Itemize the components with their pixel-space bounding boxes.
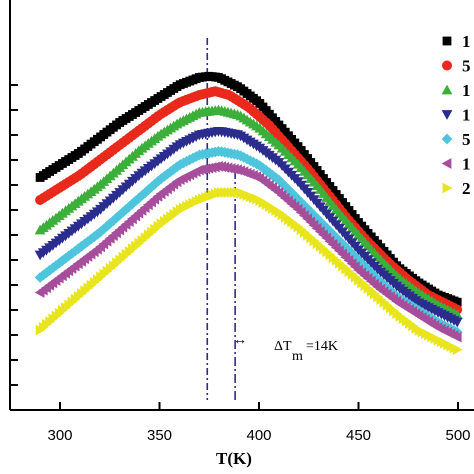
data-point [95, 226, 106, 238]
data-point [353, 254, 364, 266]
data-point [324, 225, 336, 237]
x-tick-label: 350 [147, 427, 172, 444]
data-point [92, 228, 103, 240]
data-point [451, 331, 462, 343]
data-point [139, 187, 151, 198]
data-series [34, 71, 463, 355]
annotation-label-main: ΔT [274, 339, 292, 354]
data-point [343, 245, 355, 256]
legend-marker [441, 84, 453, 95]
legend: 1 5 1 1 5 1 2 [441, 32, 471, 198]
data-point [34, 272, 46, 283]
data-point [101, 220, 113, 232]
data-point [127, 198, 138, 210]
data-point [451, 317, 463, 328]
data-point [314, 216, 326, 227]
reference-lines [206, 38, 236, 400]
data-point [130, 195, 142, 207]
series-2 [35, 86, 463, 315]
data-point [270, 172, 282, 183]
legend-marker [442, 182, 453, 194]
series-6 [34, 161, 462, 343]
legend-marker [441, 133, 453, 145]
data-point [452, 344, 463, 355]
x-tick-label: 500 [445, 427, 470, 444]
annotation-arrow: ↔ [233, 333, 247, 348]
legend-label: 5 [462, 130, 471, 149]
data-point [56, 255, 68, 267]
data-point [88, 231, 100, 243]
data-point [155, 173, 167, 185]
x-tick-label: 300 [47, 427, 72, 444]
annotation-label-rest: =14K [306, 339, 338, 354]
x-tick-labels: 300 350 400 450 500 [47, 427, 470, 444]
data-point [120, 204, 132, 215]
series-3 [34, 104, 463, 319]
data-point [114, 209, 126, 221]
data-point [279, 181, 291, 192]
series-4 [34, 127, 463, 328]
data-point [76, 240, 87, 252]
data-point [452, 297, 462, 307]
data-point [107, 215, 119, 226]
data-point [123, 201, 135, 212]
annotation-label-sub: m [292, 349, 303, 364]
legend-marker [441, 110, 453, 120]
legend-label: 5 [462, 57, 471, 76]
legend-label: 1 [462, 81, 471, 100]
series-7 [35, 187, 463, 355]
data-point [63, 250, 75, 262]
axis-ticks [10, 84, 459, 410]
data-point [260, 165, 272, 176]
data-point [333, 235, 345, 247]
legend-marker [442, 36, 452, 46]
data-point [142, 184, 154, 196]
data-point [85, 233, 97, 245]
data-point [289, 190, 301, 202]
data-point [146, 181, 157, 193]
legend-label: 1 [462, 32, 471, 51]
data-point [50, 260, 62, 271]
data-point [69, 245, 81, 257]
x-tick-label: 400 [246, 427, 271, 444]
legend-label: 1 [462, 106, 471, 125]
legend-marker [442, 60, 452, 71]
annotation: ↔ ΔT m =14K [233, 333, 338, 364]
legend-marker [441, 158, 452, 169]
data-point [165, 166, 177, 177]
legend-label: 1 [462, 155, 471, 174]
data-point [111, 212, 122, 224]
x-axis-title: T(K) [216, 449, 252, 468]
legend-label: 2 [462, 179, 471, 198]
x-tick-label: 450 [346, 427, 371, 444]
